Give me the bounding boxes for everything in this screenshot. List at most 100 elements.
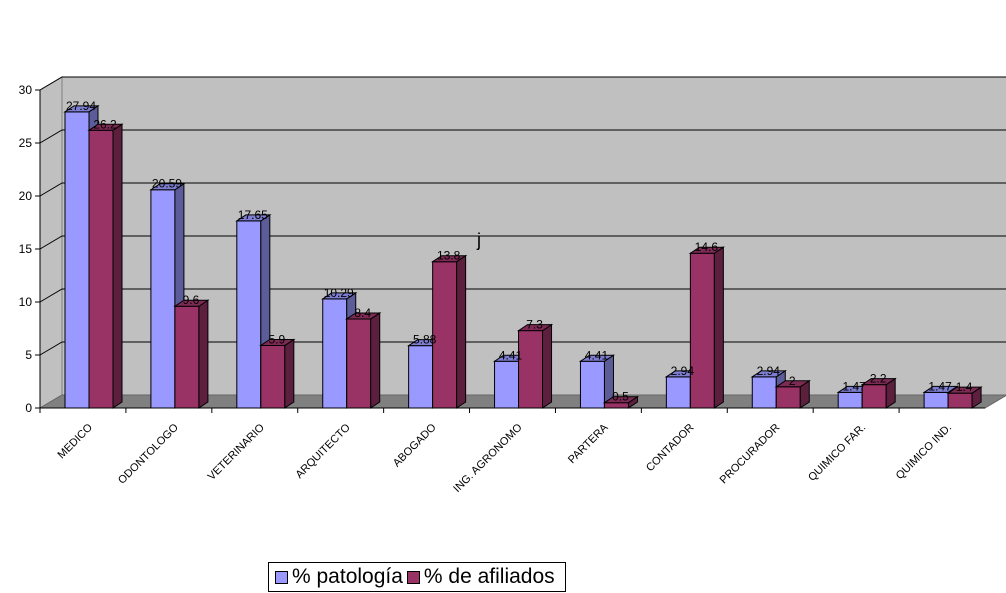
gridline: [39, 76, 1006, 91]
bar-patologia-front: [408, 345, 434, 409]
data-label-afiliados: 8.4: [354, 306, 371, 320]
bar-patologia-top: [321, 292, 358, 300]
bar-patologia-top: [578, 354, 616, 362]
bar-afiliados-side: [284, 338, 295, 409]
bar-afiliados-top: [259, 338, 296, 346]
data-label-afiliados: 2: [789, 374, 796, 388]
bar-afiliados-front: [174, 305, 200, 409]
bar-afiliados: [516, 323, 554, 409]
category-label: QUIMICO FAR.: [806, 422, 868, 484]
legend-item-patologia: % patología: [275, 565, 403, 589]
data-label-patologia: 17.65: [238, 208, 268, 222]
bar-patologia-front: [236, 220, 262, 409]
bar-afiliados: [345, 312, 382, 409]
y-tick-label: 10: [19, 295, 33, 309]
bar-patologia-top: [235, 214, 272, 222]
category-label: PROCURADOR: [718, 422, 783, 487]
category-label: VETERINARIO: [206, 421, 268, 483]
bar-afiliados: [430, 254, 468, 409]
data-label-patologia: 2.94: [757, 364, 781, 378]
bar-afiliados-side: [112, 123, 123, 409]
bar-afiliados: [173, 299, 210, 409]
data-label-afiliados: 14.6: [695, 240, 719, 254]
category-label: ABOGADO: [391, 421, 439, 469]
y-tick-label: 5: [25, 348, 32, 362]
data-label-afiliados: 7.3: [526, 318, 543, 332]
bar-afiliados-top: [602, 396, 640, 404]
data-label-patologia: 20.59: [152, 177, 182, 191]
data-label-patologia: 1.47: [843, 379, 867, 393]
data-label-afiliados: 2.2: [870, 372, 887, 386]
data-label-patologia: 2.94: [671, 364, 695, 378]
legend-swatch-patologia: [275, 570, 288, 584]
bar-patologia-front: [665, 376, 691, 409]
bar-afiliados: [860, 377, 897, 409]
data-label-afiliados: 0.5: [612, 390, 629, 404]
bar-afiliados: [259, 338, 296, 409]
bar-patologia: [578, 354, 616, 409]
data-label-patologia: 10.29: [324, 286, 354, 300]
bar-afiliados-front: [518, 330, 544, 409]
bar-afiliados-top: [173, 299, 210, 307]
y-tick-label: 30: [19, 83, 33, 97]
data-label-afiliados: 26.2: [93, 117, 117, 131]
data-label-afiliados: 5.9: [268, 332, 285, 346]
y-tick-label: 20: [19, 189, 33, 203]
legend: % patología % de afiliados: [268, 562, 566, 592]
category-label: QUIMICO IND.: [894, 422, 954, 482]
data-label-patologia: 4.41: [499, 348, 523, 362]
category-label: ODONTOLOGO: [116, 421, 181, 486]
bar-afiliados-side: [198, 299, 209, 409]
bar-afiliados-front: [775, 386, 801, 409]
bar-patologia-front: [923, 391, 949, 409]
data-label-afiliados: 1.4: [956, 380, 973, 394]
category-label: CONTADOR: [644, 422, 696, 474]
bar-afiliados-front: [260, 344, 286, 409]
bar-patologia-front: [322, 298, 348, 409]
legend-label-patologia: % patología: [292, 565, 403, 588]
bar-afiliados-top: [946, 386, 983, 394]
bar-afiliados-top: [345, 312, 382, 320]
bar-afiliados-top: [774, 380, 811, 388]
bar-afiliados-top: [430, 255, 468, 263]
bar-afiliados-top: [860, 378, 897, 386]
bar-afiliados: [87, 123, 124, 409]
gridline: [39, 129, 1006, 144]
bar-patologia-front: [579, 360, 605, 409]
data-label-patologia: 5.88: [413, 333, 437, 347]
bar-patologia-front: [64, 111, 90, 409]
bar-afiliados-front: [432, 261, 458, 409]
bar-patologia-top: [922, 385, 959, 393]
bar-afiliados-side: [456, 254, 467, 409]
legend-swatch-afiliados: [406, 570, 420, 584]
category-label: ING. AGRONOMO: [451, 421, 525, 495]
bar-afiliados-front: [88, 129, 114, 409]
data-label-afiliados: 13.8: [437, 249, 461, 263]
data-label-afiliados: 9.6: [183, 293, 200, 307]
legend-label-afiliados: % de afiliados: [423, 565, 555, 588]
y-tick-label: 15: [19, 242, 33, 256]
bar-patologia-top: [750, 370, 787, 378]
bar-afiliados-side: [713, 246, 724, 409]
bar-afiliados-front: [689, 252, 715, 409]
bar-patologia-top: [63, 105, 100, 113]
bar-patologia-front: [751, 376, 777, 409]
bar-patologia-top: [149, 183, 186, 191]
gridline: [39, 235, 1006, 250]
bar-afiliados-side: [370, 312, 381, 409]
bar-patologia-front: [837, 391, 863, 409]
legend-item-afiliados: % de afiliados: [406, 565, 555, 589]
bar-patologia-front: [494, 360, 520, 409]
category-label: PARTERA: [566, 421, 611, 466]
data-label-patologia: 27.94: [66, 99, 96, 113]
bar-afiliados-top: [688, 246, 726, 254]
bar-afiliados: [602, 395, 640, 409]
bar-afiliados-side: [542, 323, 553, 409]
category-label: ARQUITECTO: [293, 421, 353, 481]
data-label-patologia: 4.41: [585, 348, 609, 362]
category-label: MEDICO: [55, 421, 95, 461]
stray-text: j: [477, 230, 481, 250]
y-tick-label: 0: [25, 401, 32, 415]
bar-afiliados-front: [346, 318, 372, 409]
